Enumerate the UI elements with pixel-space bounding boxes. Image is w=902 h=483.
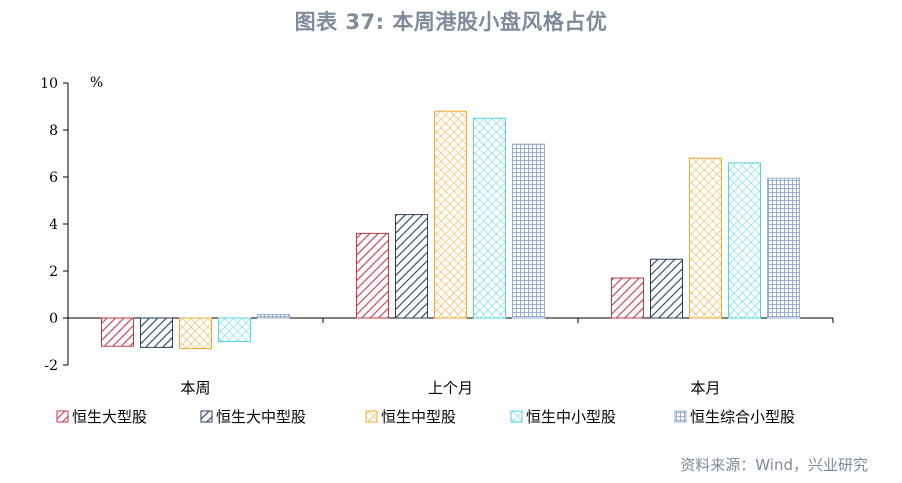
legend-label-2: 恒生大中型股 [216, 408, 306, 426]
x-category-label: 本月 [690, 379, 720, 397]
bar-4-3 [728, 162, 761, 319]
y-tick-label: 0 [49, 311, 58, 327]
bar-3-2 [434, 110, 467, 319]
bar-1-3 [611, 277, 644, 319]
y-tick-label: 4 [49, 217, 58, 233]
legend-label-5: 恒生综合小型股 [690, 408, 795, 426]
bar-1-1 [101, 317, 134, 347]
bar-5-2 [512, 143, 545, 319]
legend-label-3: 恒生中型股 [381, 408, 456, 426]
y-tick-label: 8 [49, 123, 58, 139]
bar-5-1 [257, 313, 290, 319]
legend-label-4: 恒生中小型股 [526, 408, 616, 426]
bar-4-2 [473, 117, 506, 319]
legend-swatch-3 [365, 410, 378, 423]
bar-1-2 [356, 232, 389, 319]
bar-2-3 [650, 258, 683, 319]
y-tick-label: 2 [49, 264, 58, 280]
bar-3-3 [689, 157, 722, 319]
bar-5-3 [767, 177, 800, 319]
x-category-label: 上个月 [428, 379, 473, 397]
bar-2-2 [395, 214, 428, 319]
source-note: 资料来源：Wind，兴业研究 [680, 456, 868, 474]
y-tick-label: -2 [44, 358, 58, 374]
x-category-label: 本周 [180, 379, 210, 397]
legend-label-1: 恒生大型股 [72, 408, 147, 426]
bar-4-1 [218, 317, 251, 342]
legend-swatch-1 [56, 410, 69, 423]
y-unit-label: % [90, 75, 103, 91]
chart-title: 图表 37: 本周港股小盘风格占优 [294, 10, 608, 34]
legend-swatch-2 [200, 410, 213, 423]
y-tick-label: 10 [40, 76, 58, 92]
legend-swatch-4 [510, 410, 523, 423]
y-tick-label: 6 [49, 170, 58, 186]
legend-swatch-5 [674, 410, 687, 423]
bar-3-1 [179, 317, 212, 350]
bar-2-1 [140, 317, 173, 348]
